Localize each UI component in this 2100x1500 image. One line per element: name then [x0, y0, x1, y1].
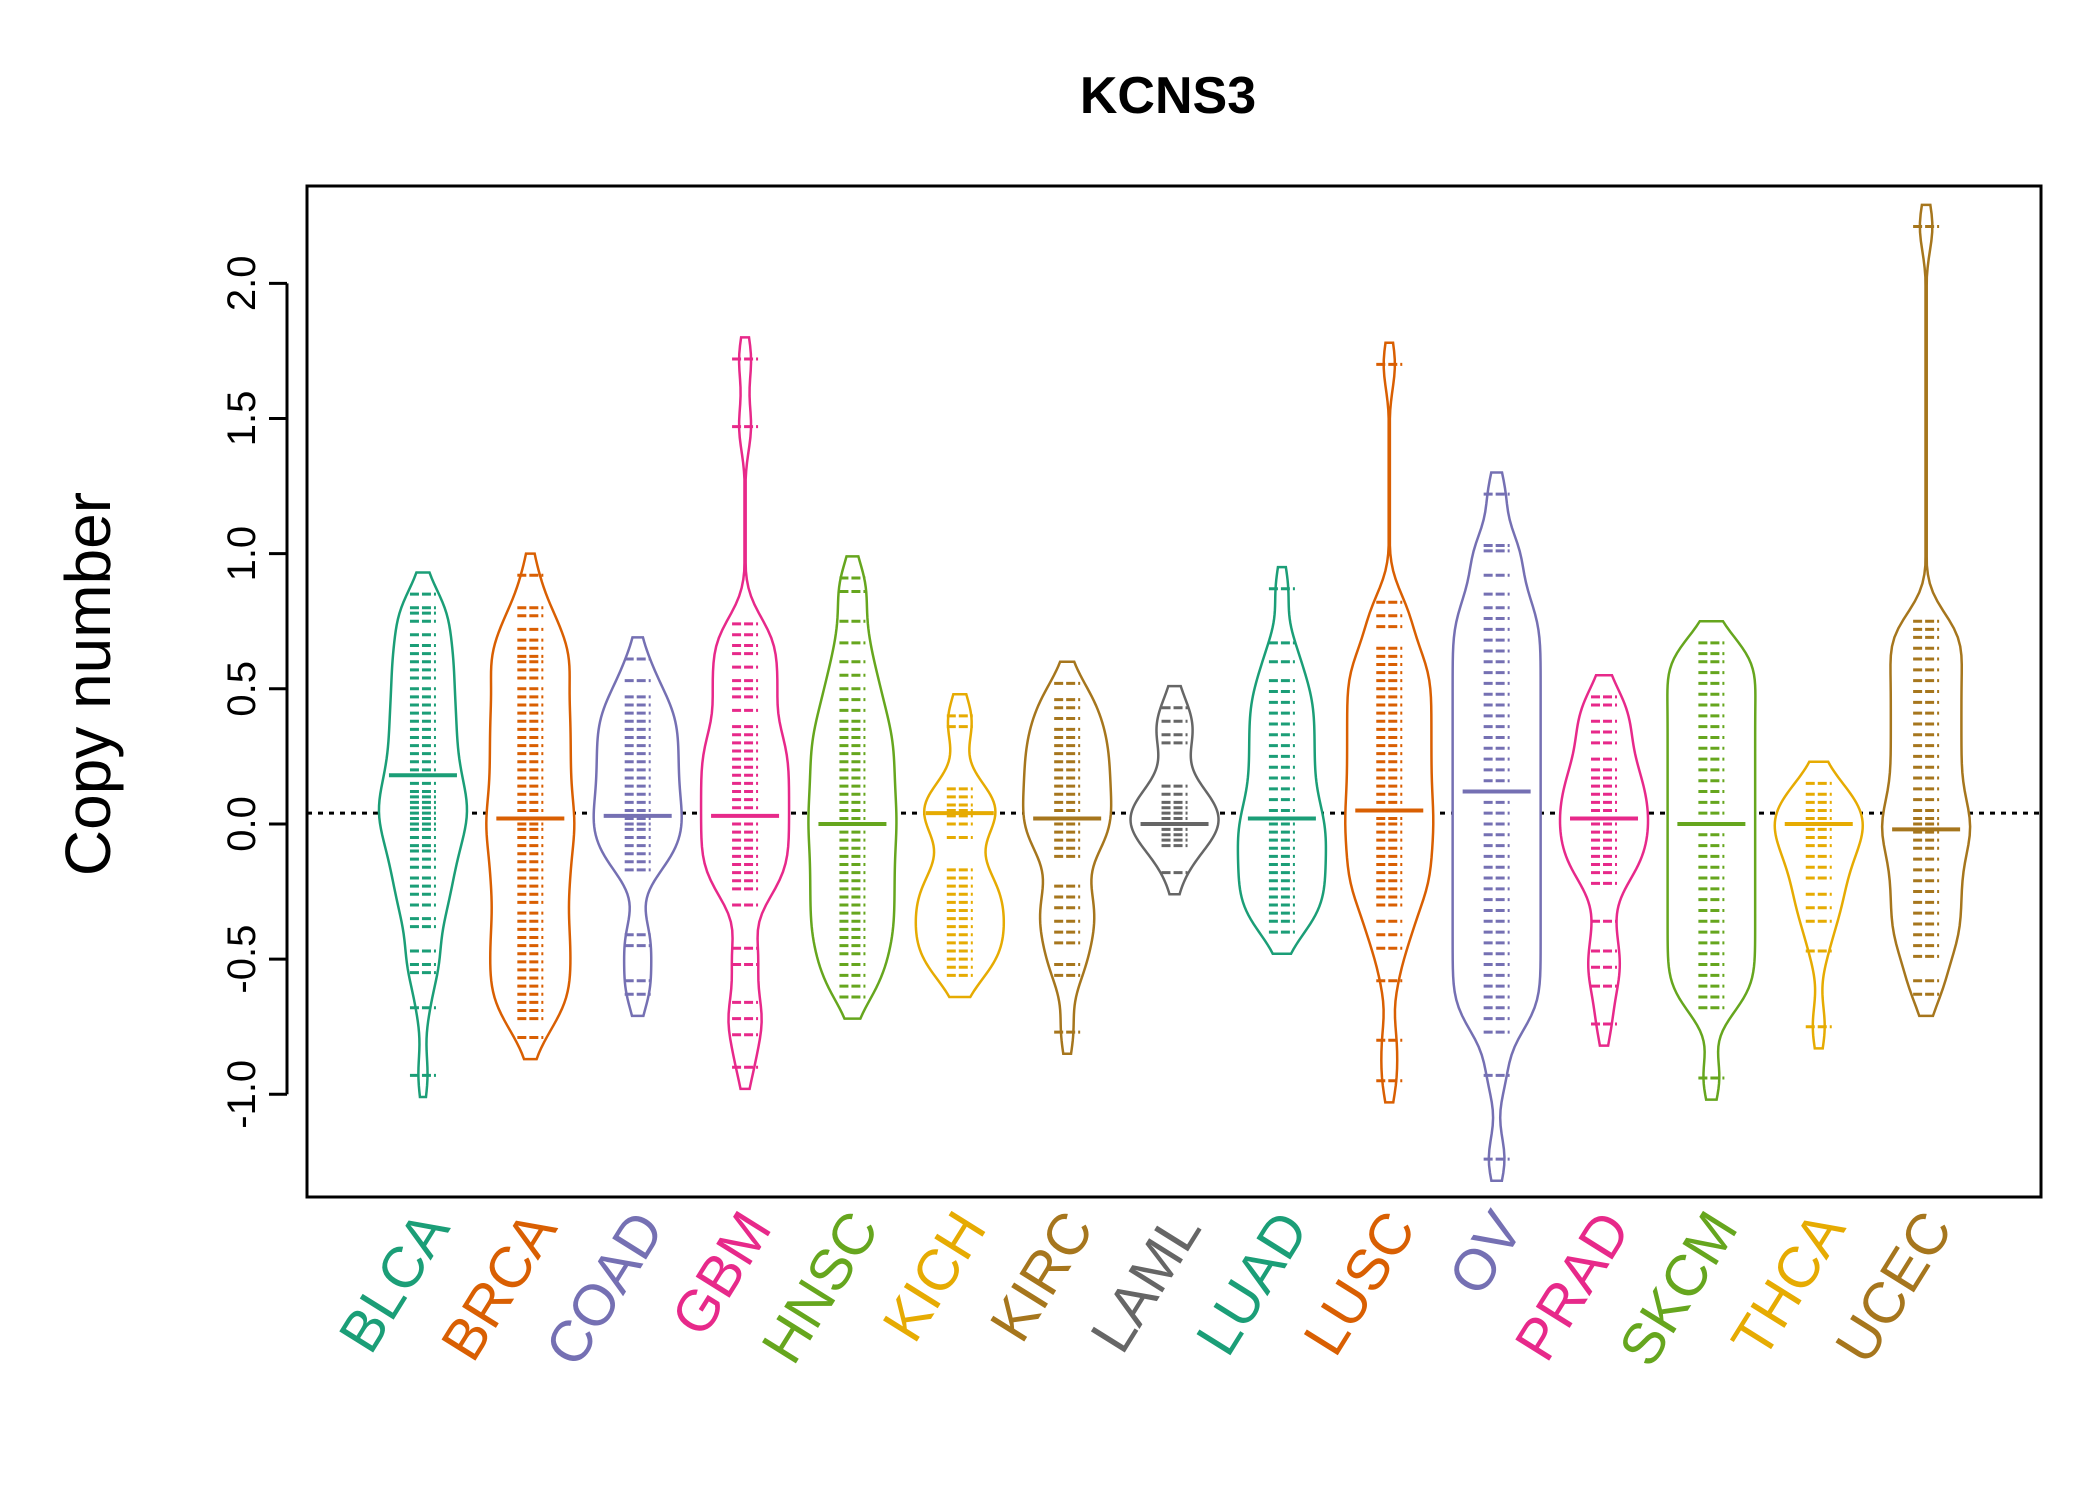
bean-density: [1451, 471, 1542, 1183]
bean-blca: [377, 571, 469, 1099]
bean-thca: [1773, 760, 1865, 1050]
bean-gbm: [699, 336, 791, 1091]
bean-density: [1880, 203, 1972, 1018]
bean-density: [1666, 619, 1757, 1101]
x-tick-label: LAML: [1078, 1200, 1213, 1363]
bean-density: [1773, 760, 1865, 1050]
bean-kich: [914, 692, 1006, 999]
bean-brca: [485, 552, 576, 1061]
bean-ov: [1451, 471, 1542, 1183]
y-tick-label: -0.5: [220, 925, 264, 994]
bean-density: [592, 636, 683, 1018]
bean-lusc: [1344, 341, 1435, 1104]
bean-coad: [592, 636, 683, 1018]
plot-area: [307, 203, 2041, 1183]
bean-skcm: [1666, 619, 1757, 1101]
x-tick-label: LUSC: [1291, 1200, 1428, 1366]
plot-frame: [305, 184, 2043, 1199]
bean-density: [485, 552, 576, 1061]
bean-ucec: [1880, 203, 1972, 1018]
bean-density: [1236, 565, 1328, 955]
y-tick-label: 1.5: [220, 391, 264, 447]
y-tick-label: 0.0: [220, 796, 264, 852]
bean-density: [377, 571, 469, 1099]
y-tick-label: 0.5: [220, 661, 264, 717]
y-tick-label: 1.0: [220, 526, 264, 582]
bean-kirc: [1021, 660, 1113, 1055]
bean-laml: [1129, 684, 1220, 896]
y-tick-label: 2.0: [220, 256, 264, 312]
bean-density: [914, 692, 1006, 999]
bean-density: [699, 336, 791, 1091]
y-axis: -1.0 -0.5 0.0 0.5 1.0 1.5 2.0: [220, 256, 289, 1129]
bean-density: [1129, 684, 1220, 896]
chart-title: KCNS3: [1080, 67, 1256, 125]
bean-prad: [1558, 674, 1650, 1047]
bean-hnsc: [807, 555, 898, 1020]
y-tick-label: -1.0: [220, 1060, 264, 1129]
y-axis-label: Copy number: [52, 492, 124, 876]
x-tick-label: OV: [1436, 1200, 1536, 1306]
x-tick-label: KICH: [870, 1200, 999, 1352]
bean-luad: [1236, 565, 1328, 955]
x-tick-label: LUAD: [1184, 1200, 1321, 1366]
